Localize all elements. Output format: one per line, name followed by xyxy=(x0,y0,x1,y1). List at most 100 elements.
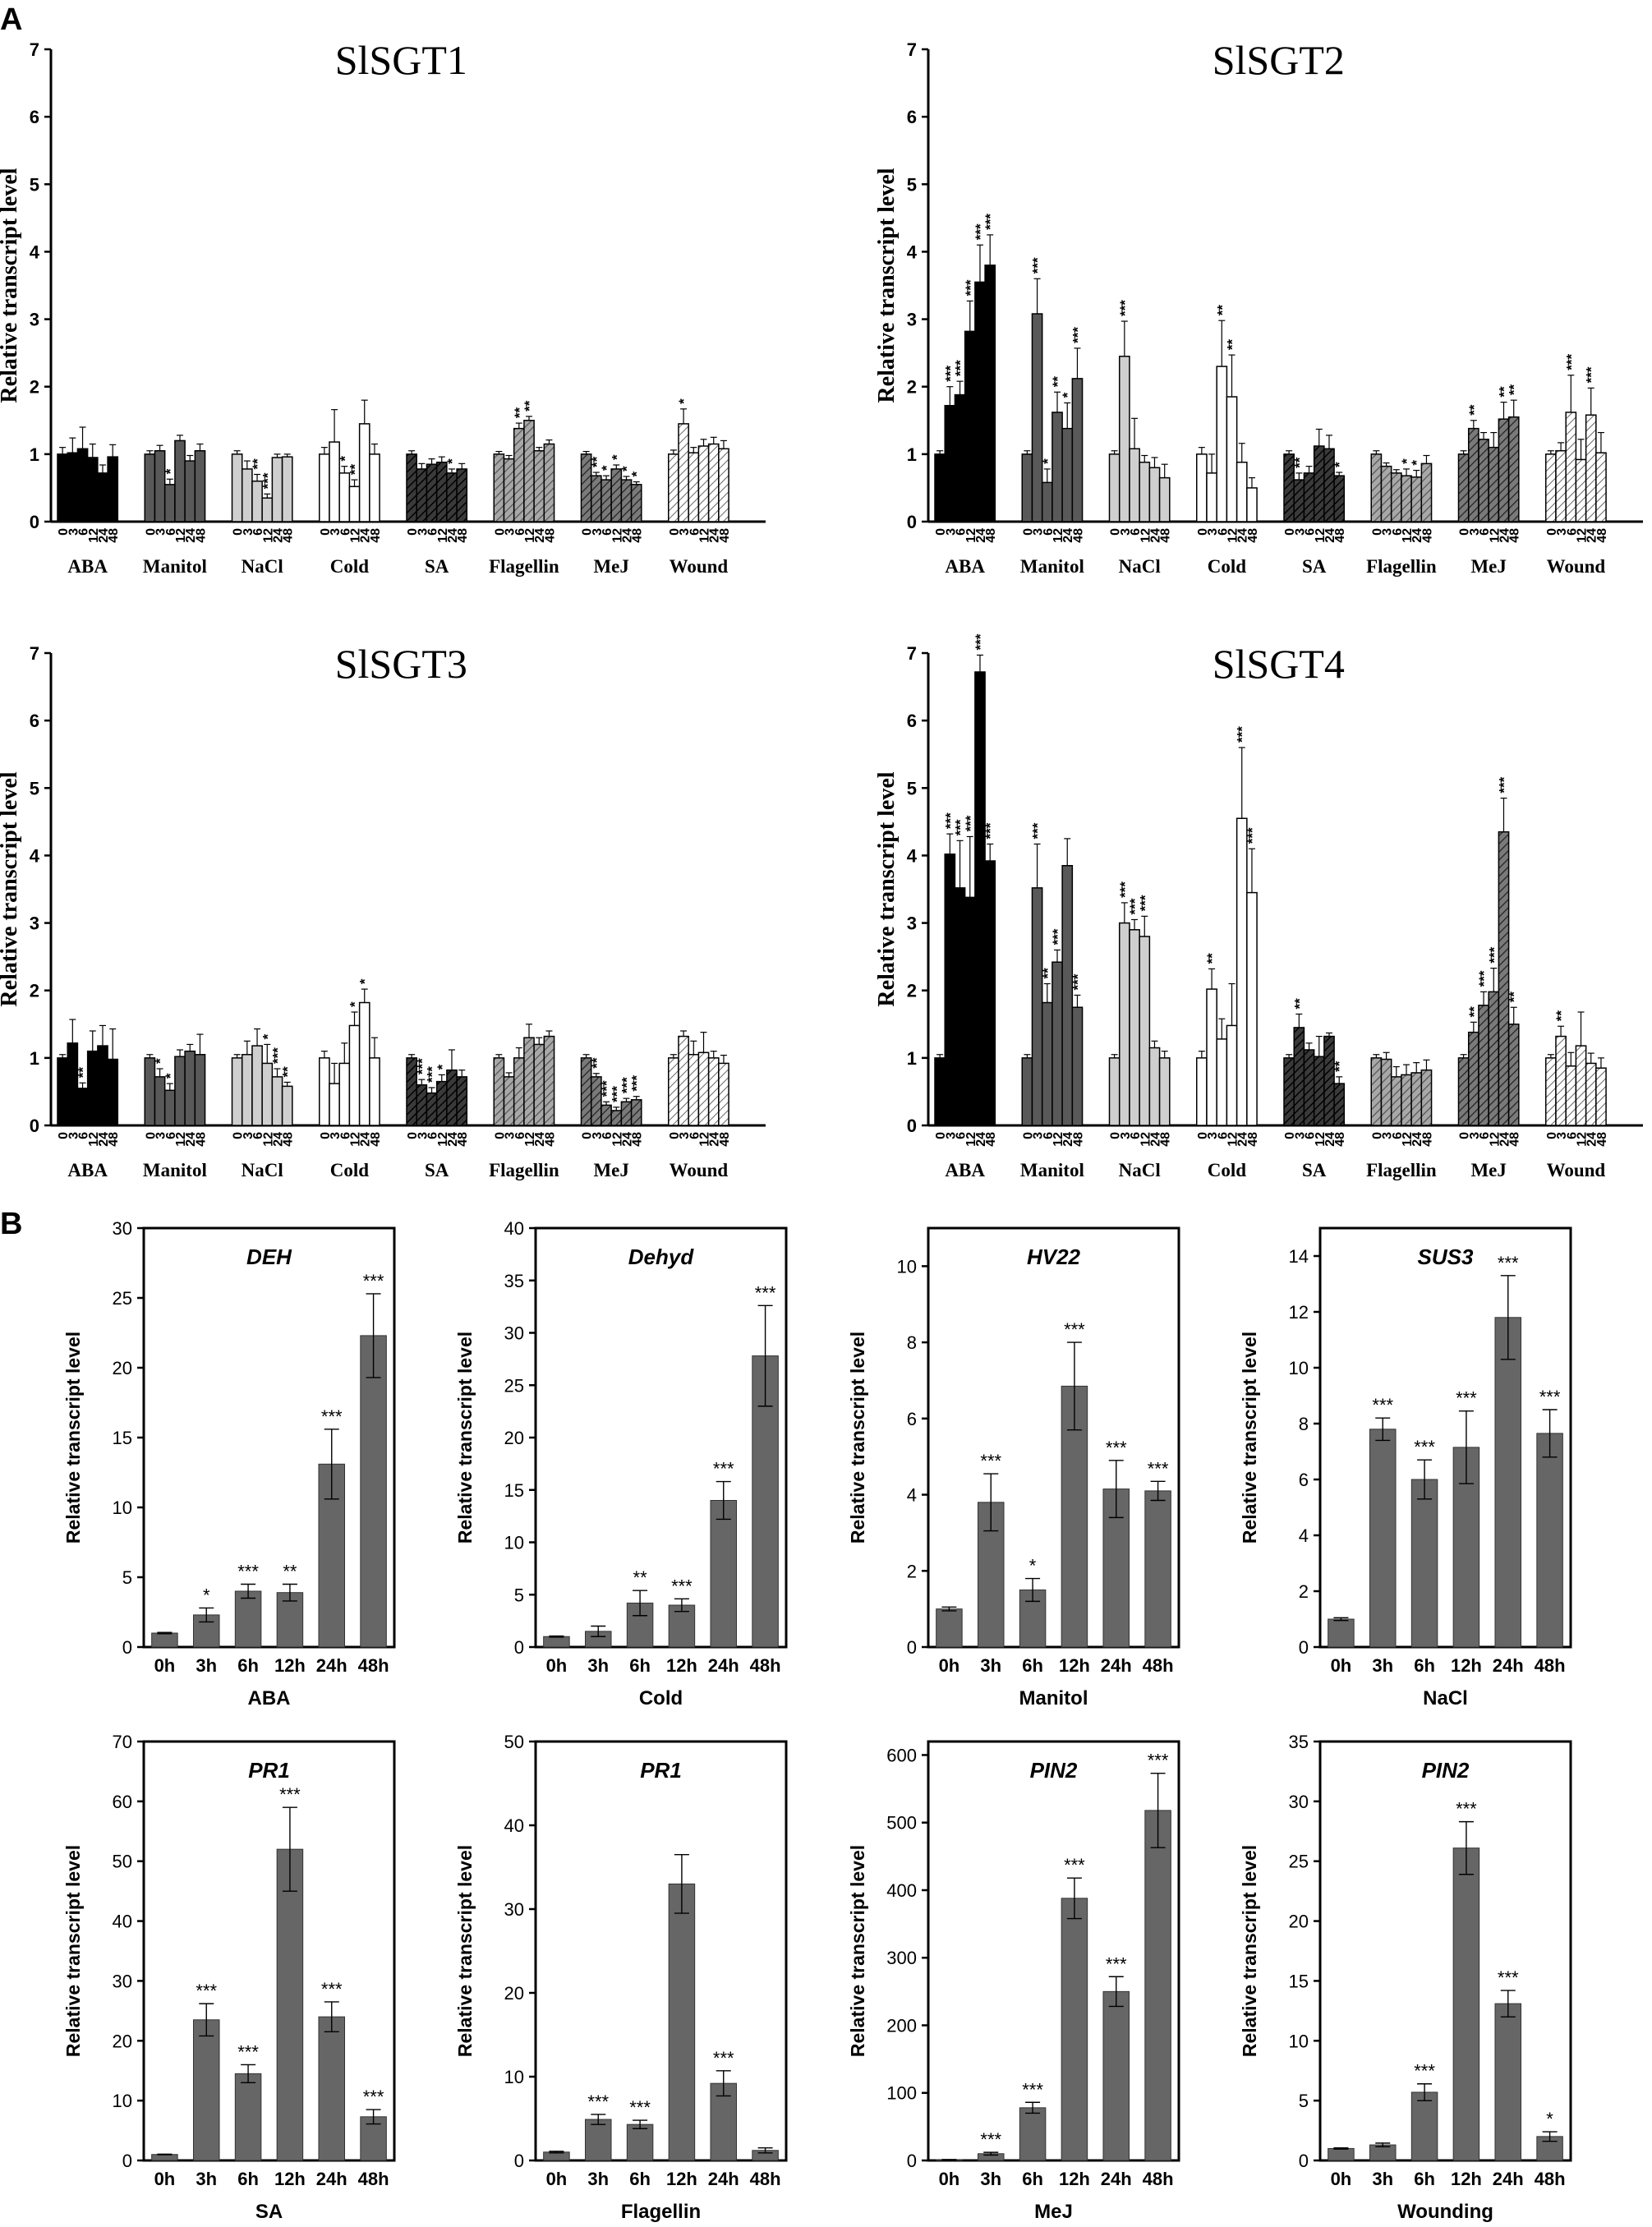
significance-label: *** xyxy=(425,1066,440,1083)
x-axis-label: MeJ xyxy=(1034,2201,1073,2223)
x-tick-label: 24 xyxy=(1148,1132,1162,1147)
bar xyxy=(697,445,710,522)
x-axis-label: SA xyxy=(255,2201,283,2223)
significance-label: * xyxy=(609,454,624,460)
significance-label: *** xyxy=(619,1077,634,1093)
y-axis-label: Relative transcript level xyxy=(0,771,22,1006)
bar xyxy=(57,453,68,522)
significance-label: ** xyxy=(1553,1010,1569,1022)
bar xyxy=(1236,461,1248,522)
bar xyxy=(1283,1057,1295,1126)
x-tick-label: 6 xyxy=(164,528,178,536)
x-tick-label: 6 xyxy=(1304,1132,1318,1139)
chart-title: PR1 xyxy=(640,1758,682,1783)
bar xyxy=(1148,1047,1161,1126)
bar xyxy=(1328,1618,1355,1648)
bar xyxy=(1420,1069,1433,1126)
x-tick-label: 48h xyxy=(358,1655,389,1676)
significance-label: * xyxy=(1546,2109,1553,2129)
x-tick-label: 48 xyxy=(631,528,645,543)
y-tick-label: 7 xyxy=(907,39,917,60)
significance-label: ** xyxy=(280,1066,296,1078)
x-tick-label: 3 xyxy=(591,528,605,536)
significance-label: ** xyxy=(589,456,605,467)
y-tick-label: 1 xyxy=(30,444,39,465)
y-tick-label: 10 xyxy=(113,1498,132,1518)
x-tick-label: 12 xyxy=(698,1132,712,1147)
x-tick-label: 3 xyxy=(1032,1132,1046,1139)
significance-label: * xyxy=(629,472,645,477)
chart-title: DEH xyxy=(246,1245,292,1269)
x-tick-label: 6 xyxy=(513,528,527,536)
bar xyxy=(234,1590,262,1648)
x-tick-label: 3 xyxy=(1293,528,1307,536)
x-tick-label: 3 xyxy=(1119,528,1133,536)
y-tick-label: 3 xyxy=(907,310,917,330)
significance-label: *** xyxy=(1106,1438,1127,1458)
bar xyxy=(1507,1024,1520,1126)
bar xyxy=(1019,2107,1047,2161)
y-tick-label: 5 xyxy=(514,1585,524,1605)
bar xyxy=(435,1080,448,1126)
y-tick-label: 3 xyxy=(30,913,39,934)
x-tick-label: 6h xyxy=(1022,2169,1043,2189)
bar xyxy=(1118,922,1130,1126)
significance-label: *** xyxy=(363,2087,384,2107)
x-tick-label: 3 xyxy=(242,1132,255,1139)
bar xyxy=(329,1083,340,1126)
bar xyxy=(435,461,448,522)
x-tick-label: 24 xyxy=(1236,1132,1250,1147)
bar xyxy=(1328,2147,1355,2161)
chart-title: SUS3 xyxy=(1418,1245,1474,1269)
x-tick-label: 48 xyxy=(1595,1132,1609,1147)
x-tick-label: 0 xyxy=(1458,1132,1472,1139)
x-tick-label: 48 xyxy=(456,528,470,543)
plot-frame xyxy=(534,1740,788,2162)
bar xyxy=(513,1057,525,1126)
x-tick-label: 3 xyxy=(67,1132,81,1139)
y-tick-label: 25 xyxy=(113,1288,132,1309)
bar xyxy=(1457,453,1470,522)
x-tick-label: 3 xyxy=(678,1132,692,1139)
bar xyxy=(426,463,438,522)
x-tick-label: 12 xyxy=(1401,528,1415,543)
y-tick-label: 500 xyxy=(886,1813,917,1834)
x-tick-label: 24 xyxy=(533,1132,547,1147)
bar xyxy=(620,479,633,522)
y-tick-label: 10 xyxy=(113,2091,132,2111)
bar xyxy=(1021,1057,1033,1126)
bar xyxy=(1536,1433,1563,1648)
significance-label: *** xyxy=(942,812,958,829)
y-tick-label: 50 xyxy=(113,1852,132,1872)
y-tick-label: 20 xyxy=(504,1983,524,2004)
bar xyxy=(533,450,545,522)
x-tick-label: 0 xyxy=(1283,528,1297,536)
bar xyxy=(318,2016,346,2161)
x-tick-label: 24 xyxy=(1323,1132,1337,1147)
x-tick-label: 48 xyxy=(1420,1132,1434,1147)
bar xyxy=(1196,1057,1208,1126)
bar xyxy=(1420,462,1433,522)
bar xyxy=(523,420,535,522)
group-label: Cold xyxy=(330,556,370,577)
y-tick-label: 2 xyxy=(30,377,39,398)
x-tick-label: 3 xyxy=(1293,1132,1307,1139)
x-tick-label: 48 xyxy=(456,1132,470,1147)
y-tick-label: 4 xyxy=(907,242,918,262)
bar xyxy=(456,468,468,522)
x-tick-label: 3 xyxy=(67,528,81,536)
bar xyxy=(163,1089,176,1126)
significance-label: * xyxy=(1029,1556,1037,1576)
y-axis-label: Relative transcript level xyxy=(874,771,900,1006)
significance-label: *** xyxy=(1117,300,1133,316)
x-tick-label: 0 xyxy=(57,528,71,536)
bar xyxy=(86,457,99,522)
significance-label: ** xyxy=(1291,998,1307,1010)
bar xyxy=(620,1101,633,1126)
bar xyxy=(1545,1057,1557,1126)
group-label: Manitol xyxy=(143,1160,207,1180)
significance-label: *** xyxy=(599,1080,614,1097)
chart-pin2-mej: 0 100 200 300 400 500 600 PIN2 Relative transcri… xyxy=(847,1740,1180,2223)
significance-label: *** xyxy=(671,1576,693,1596)
significance-label: ** xyxy=(1466,404,1482,416)
